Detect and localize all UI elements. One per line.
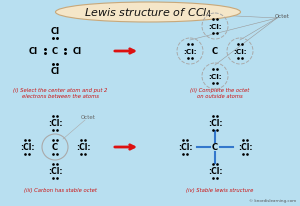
Text: C: C xyxy=(52,47,58,56)
Text: :Cl:: :Cl: xyxy=(178,143,192,152)
Text: $\mathit{Lewis\ structure\ of\ CCl_4}$: $\mathit{Lewis\ structure\ of\ CCl_4}$ xyxy=(84,6,212,20)
Text: Cl: Cl xyxy=(50,27,60,36)
Text: Cl: Cl xyxy=(72,47,82,56)
Text: :Cl:: :Cl: xyxy=(48,167,62,176)
Text: (iii) Carbon has stable octet: (iii) Carbon has stable octet xyxy=(24,187,96,192)
Text: :Cl:: :Cl: xyxy=(183,49,197,55)
Text: Octet: Octet xyxy=(274,14,290,19)
Ellipse shape xyxy=(56,3,241,23)
Text: Octet: Octet xyxy=(81,115,95,120)
Text: :Cl:: :Cl: xyxy=(208,74,222,80)
Text: :Cl:: :Cl: xyxy=(76,143,90,152)
Text: C: C xyxy=(52,143,58,152)
Text: C: C xyxy=(212,143,218,152)
Text: C: C xyxy=(212,47,218,56)
Text: (ii) Complete the octet
on outside atoms: (ii) Complete the octet on outside atoms xyxy=(190,88,250,99)
Text: (iv) Stable lewis structure: (iv) Stable lewis structure xyxy=(186,187,254,192)
Text: :Cl:: :Cl: xyxy=(208,24,222,30)
Text: (i) Select the center atom and put 2
electrons between the atoms: (i) Select the center atom and put 2 ele… xyxy=(13,88,107,99)
Text: Cl: Cl xyxy=(50,67,60,76)
Text: :Cl:: :Cl: xyxy=(208,167,222,176)
Text: :Cl:: :Cl: xyxy=(20,143,34,152)
Text: :Cl:: :Cl: xyxy=(48,119,62,128)
Text: :Cl:: :Cl: xyxy=(208,119,222,128)
Text: :Cl:: :Cl: xyxy=(233,49,247,55)
Text: :Cl:: :Cl: xyxy=(238,143,252,152)
Text: © knordislearning.com: © knordislearning.com xyxy=(249,198,296,202)
Text: Cl: Cl xyxy=(28,47,38,56)
